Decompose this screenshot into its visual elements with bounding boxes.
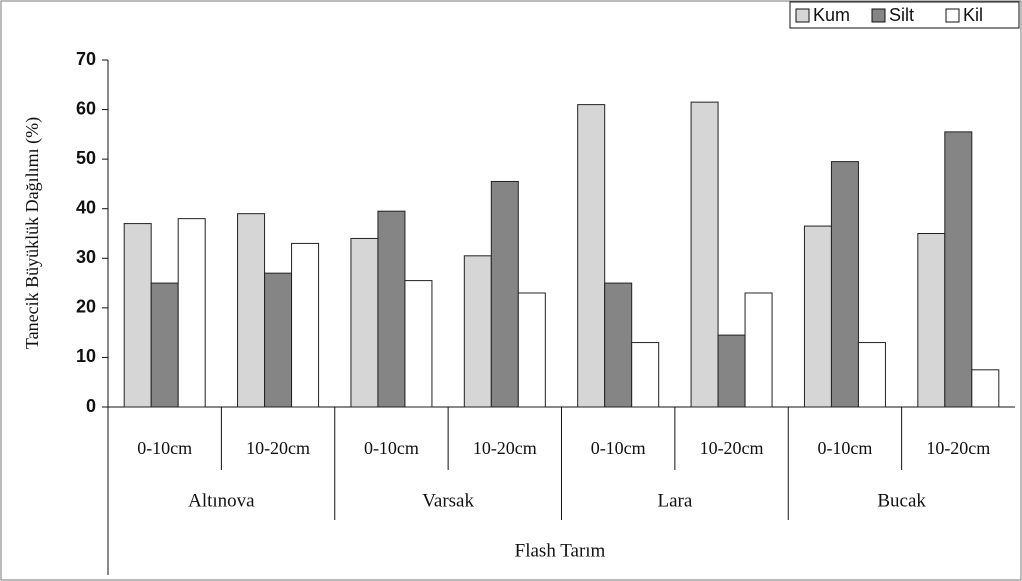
bar (517, 292, 546, 408)
bar (291, 242, 320, 408)
bar (264, 272, 293, 408)
group-label: Varsak (422, 490, 474, 511)
group-label: Lara (657, 490, 692, 511)
y-axis-label: Tanecik Büyüklük Dağılımı (%) (22, 117, 43, 349)
x-tick-label: 0-10cm (591, 438, 646, 458)
bar (717, 334, 746, 408)
bar (917, 233, 946, 408)
bar (463, 255, 492, 408)
y-tick-label: 10 (76, 346, 96, 366)
y-tick-label: 20 (76, 297, 96, 317)
legend-swatch (945, 8, 960, 23)
bar (971, 369, 1000, 408)
bar (857, 342, 886, 408)
bar (577, 104, 606, 408)
bar (123, 223, 152, 408)
bar (490, 180, 519, 408)
bar (803, 225, 832, 408)
x-tick-label: 10-20cm (926, 438, 990, 458)
group-label: Bucak (877, 490, 926, 511)
x-tick-label: 10-20cm (473, 438, 537, 458)
x-tick-label: 0-10cm (364, 438, 419, 458)
y-tick-label: 70 (76, 49, 96, 69)
legend-label: Kum (813, 5, 850, 25)
x-tick-label: 10-20cm (700, 438, 764, 458)
y-tick-label: 0 (86, 396, 96, 416)
legend-label: Silt (889, 5, 914, 25)
bar (690, 101, 719, 408)
group-label: Altınova (188, 490, 255, 511)
x-tick-label: 0-10cm (137, 438, 192, 458)
legend-label: Kil (963, 5, 983, 25)
legend-swatch (795, 8, 810, 23)
bar (830, 161, 859, 408)
x-axis-label: Flash Tarım (515, 540, 606, 561)
bar (744, 292, 773, 408)
legend-swatch (871, 8, 886, 23)
bar (377, 210, 406, 408)
x-tick-label: 10-20cm (246, 438, 310, 458)
legend-box (789, 1, 1020, 29)
bar (350, 237, 379, 408)
y-tick-label: 30 (76, 247, 96, 267)
bar (404, 280, 433, 408)
bar (177, 218, 206, 408)
y-tick-label: 40 (76, 197, 96, 217)
bar (604, 282, 633, 408)
bar (944, 131, 973, 408)
bar (631, 342, 660, 408)
y-tick-label: 60 (76, 98, 96, 118)
y-tick-label: 50 (76, 148, 96, 168)
x-tick-label: 0-10cm (817, 438, 872, 458)
bar (150, 282, 179, 408)
bar (237, 213, 266, 408)
